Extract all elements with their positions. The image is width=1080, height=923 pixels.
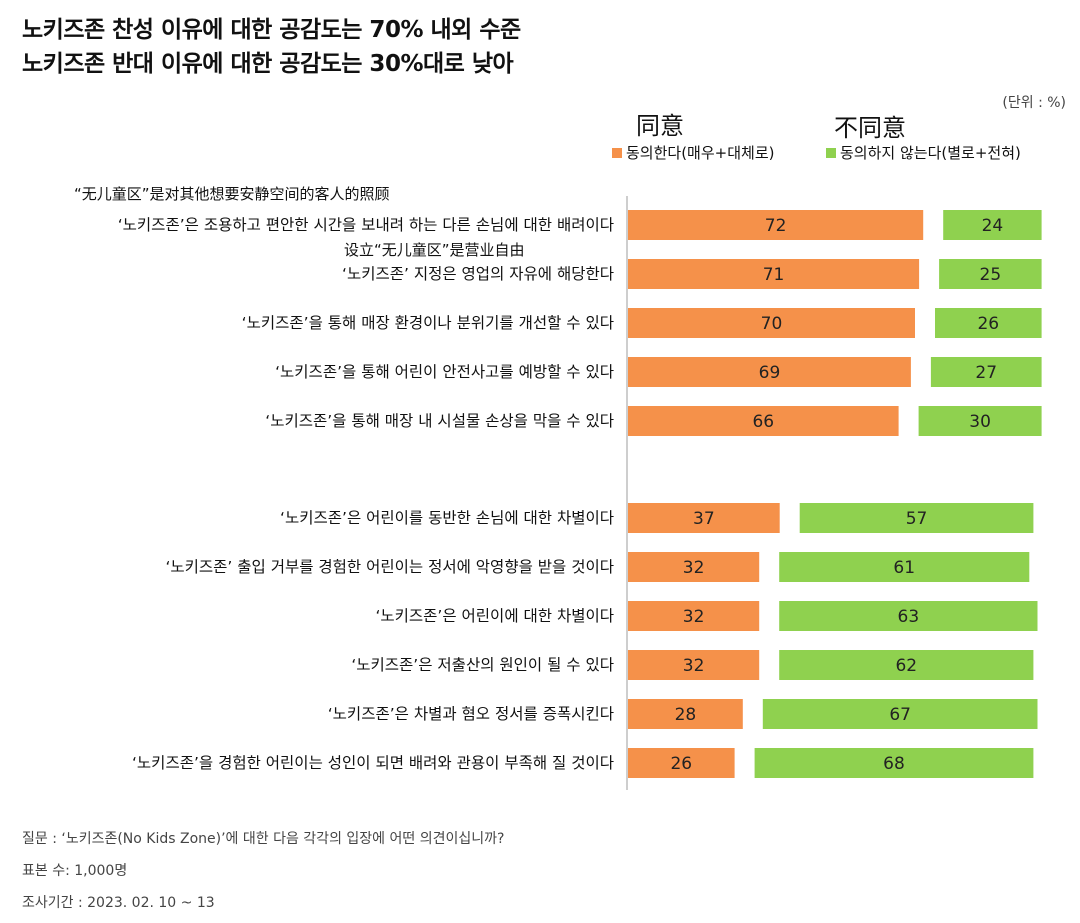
bar-agree <box>628 210 924 240</box>
bar-agree-value: 37 <box>693 509 715 529</box>
agree-chinese-header: 同意 <box>636 112 684 140</box>
bar-disagree-value: 67 <box>889 705 911 725</box>
chinese-annotation-1: “无儿童区”是对其他想要安静空间的客人的照顾 <box>74 185 390 203</box>
bar-disagree-value: 62 <box>895 656 917 676</box>
survey-question: 질문 : ‘노키즈존(No Kids Zone)’에 대한 다음 각각의 입장에… <box>22 831 505 847</box>
unit-label: (단위 : %) <box>1002 95 1066 111</box>
legend-disagree: 동의하지 않는다(별로+전혀) <box>826 142 1021 163</box>
category-label: ‘노키즈존’은 어린이에 대한 차별이다 <box>375 607 614 625</box>
legend-disagree-label: 동의하지 않는다(별로+전혀) <box>840 144 1021 162</box>
bar-agree-value: 66 <box>752 412 774 432</box>
category-label: ‘노키즈존’ 출입 거부를 경험한 어린이는 정서에 악영향을 받을 것이다 <box>165 558 614 576</box>
bar-disagree-value: 63 <box>898 607 920 627</box>
legend-agree: 동의한다(매우+대체로) <box>612 142 774 163</box>
bar-disagree-value: 61 <box>893 558 915 578</box>
bar-disagree <box>930 357 1042 387</box>
legend-agree-swatch <box>612 147 622 158</box>
bar-disagree <box>799 503 1034 533</box>
bar-agree-value: 26 <box>670 754 692 774</box>
bar-agree <box>628 308 915 338</box>
bar-disagree <box>935 308 1042 338</box>
category-label: ‘노키즈존’을 통해 매장 환경이나 분위기를 개선할 수 있다 <box>242 314 614 332</box>
bar-agree <box>628 699 743 729</box>
bar-agree <box>628 259 920 289</box>
bar-agree-value: 70 <box>761 314 783 334</box>
bar-agree <box>628 406 899 436</box>
disagree-chinese-header: 不同意 <box>834 114 906 142</box>
bar-disagree-value: 57 <box>906 509 928 529</box>
category-label: ‘노키즈존’은 어린이를 동반한 손님에 대한 차별이다 <box>280 509 614 527</box>
bar-agree <box>628 357 911 387</box>
bar-disagree-value: 27 <box>975 363 997 383</box>
bar-agree-value: 69 <box>759 363 781 383</box>
category-label: ‘노키즈존’을 경험한 어린이는 성인이 되면 배려와 관용이 부족해 질 것이… <box>132 754 614 772</box>
bar-disagree <box>754 748 1034 778</box>
bar-disagree-value: 24 <box>982 216 1004 236</box>
title-line-2: 노키즈존 반대 이유에 대한 공감도는 30%대로 낮아 <box>22 51 514 77</box>
legend-agree-label: 동의한다(매우+대체로) <box>626 144 775 162</box>
bar-agree-value: 72 <box>765 216 787 236</box>
bar-disagree-value: 68 <box>883 754 905 774</box>
bar-disagree <box>779 601 1038 631</box>
category-label: ‘노키즈존’은 조용하고 편안한 시간을 보내려 하는 다른 손님에 대한 배려… <box>118 216 614 234</box>
bar-disagree <box>939 259 1042 289</box>
bar-disagree <box>943 210 1042 240</box>
category-label: ‘노키즈존’을 통해 어린이 안전사고를 예방할 수 있다 <box>275 363 614 381</box>
category-label: ‘노키즈존’ 지정은 영업의 자유에 해당한다 <box>342 265 614 283</box>
sample-size: 표본 수: 1,000명 <box>22 863 128 879</box>
bar-agree <box>628 552 760 582</box>
bar-disagree <box>918 406 1042 436</box>
bar-disagree <box>779 650 1034 680</box>
bar-agree <box>628 748 735 778</box>
title-line-1: 노키즈존 찬성 이유에 대한 공감도는 70% 내외 수준 <box>22 17 521 43</box>
category-label: ‘노키즈존’은 차별과 혐오 정서를 증폭시킨다 <box>328 705 614 723</box>
bar-agree-value: 32 <box>683 558 705 578</box>
bar-disagree-value: 26 <box>977 314 999 334</box>
bar-agree-value: 32 <box>683 656 705 676</box>
category-label: ‘노키즈존’은 저출산의 원인이 될 수 있다 <box>351 656 614 674</box>
bar-agree-value: 71 <box>763 265 785 285</box>
bar-agree <box>628 650 760 680</box>
bar-disagree <box>762 699 1038 729</box>
category-label: ‘노키즈존’을 통해 매장 내 시설물 손상을 막을 수 있다 <box>265 412 614 430</box>
chinese-annotation-2: 设立“无儿童区”是营业自由 <box>344 241 525 259</box>
bar-disagree-value: 25 <box>980 265 1002 285</box>
bar-agree-value: 32 <box>683 607 705 627</box>
bar-agree <box>628 503 780 533</box>
bar-disagree-value: 30 <box>969 412 991 432</box>
bar-agree-value: 28 <box>675 705 697 725</box>
survey-period: 조사기간 : 2023. 02. 10 ~ 13 <box>22 895 215 911</box>
bar-agree <box>628 601 760 631</box>
legend-disagree-swatch <box>826 147 836 158</box>
bar-disagree <box>779 552 1030 582</box>
